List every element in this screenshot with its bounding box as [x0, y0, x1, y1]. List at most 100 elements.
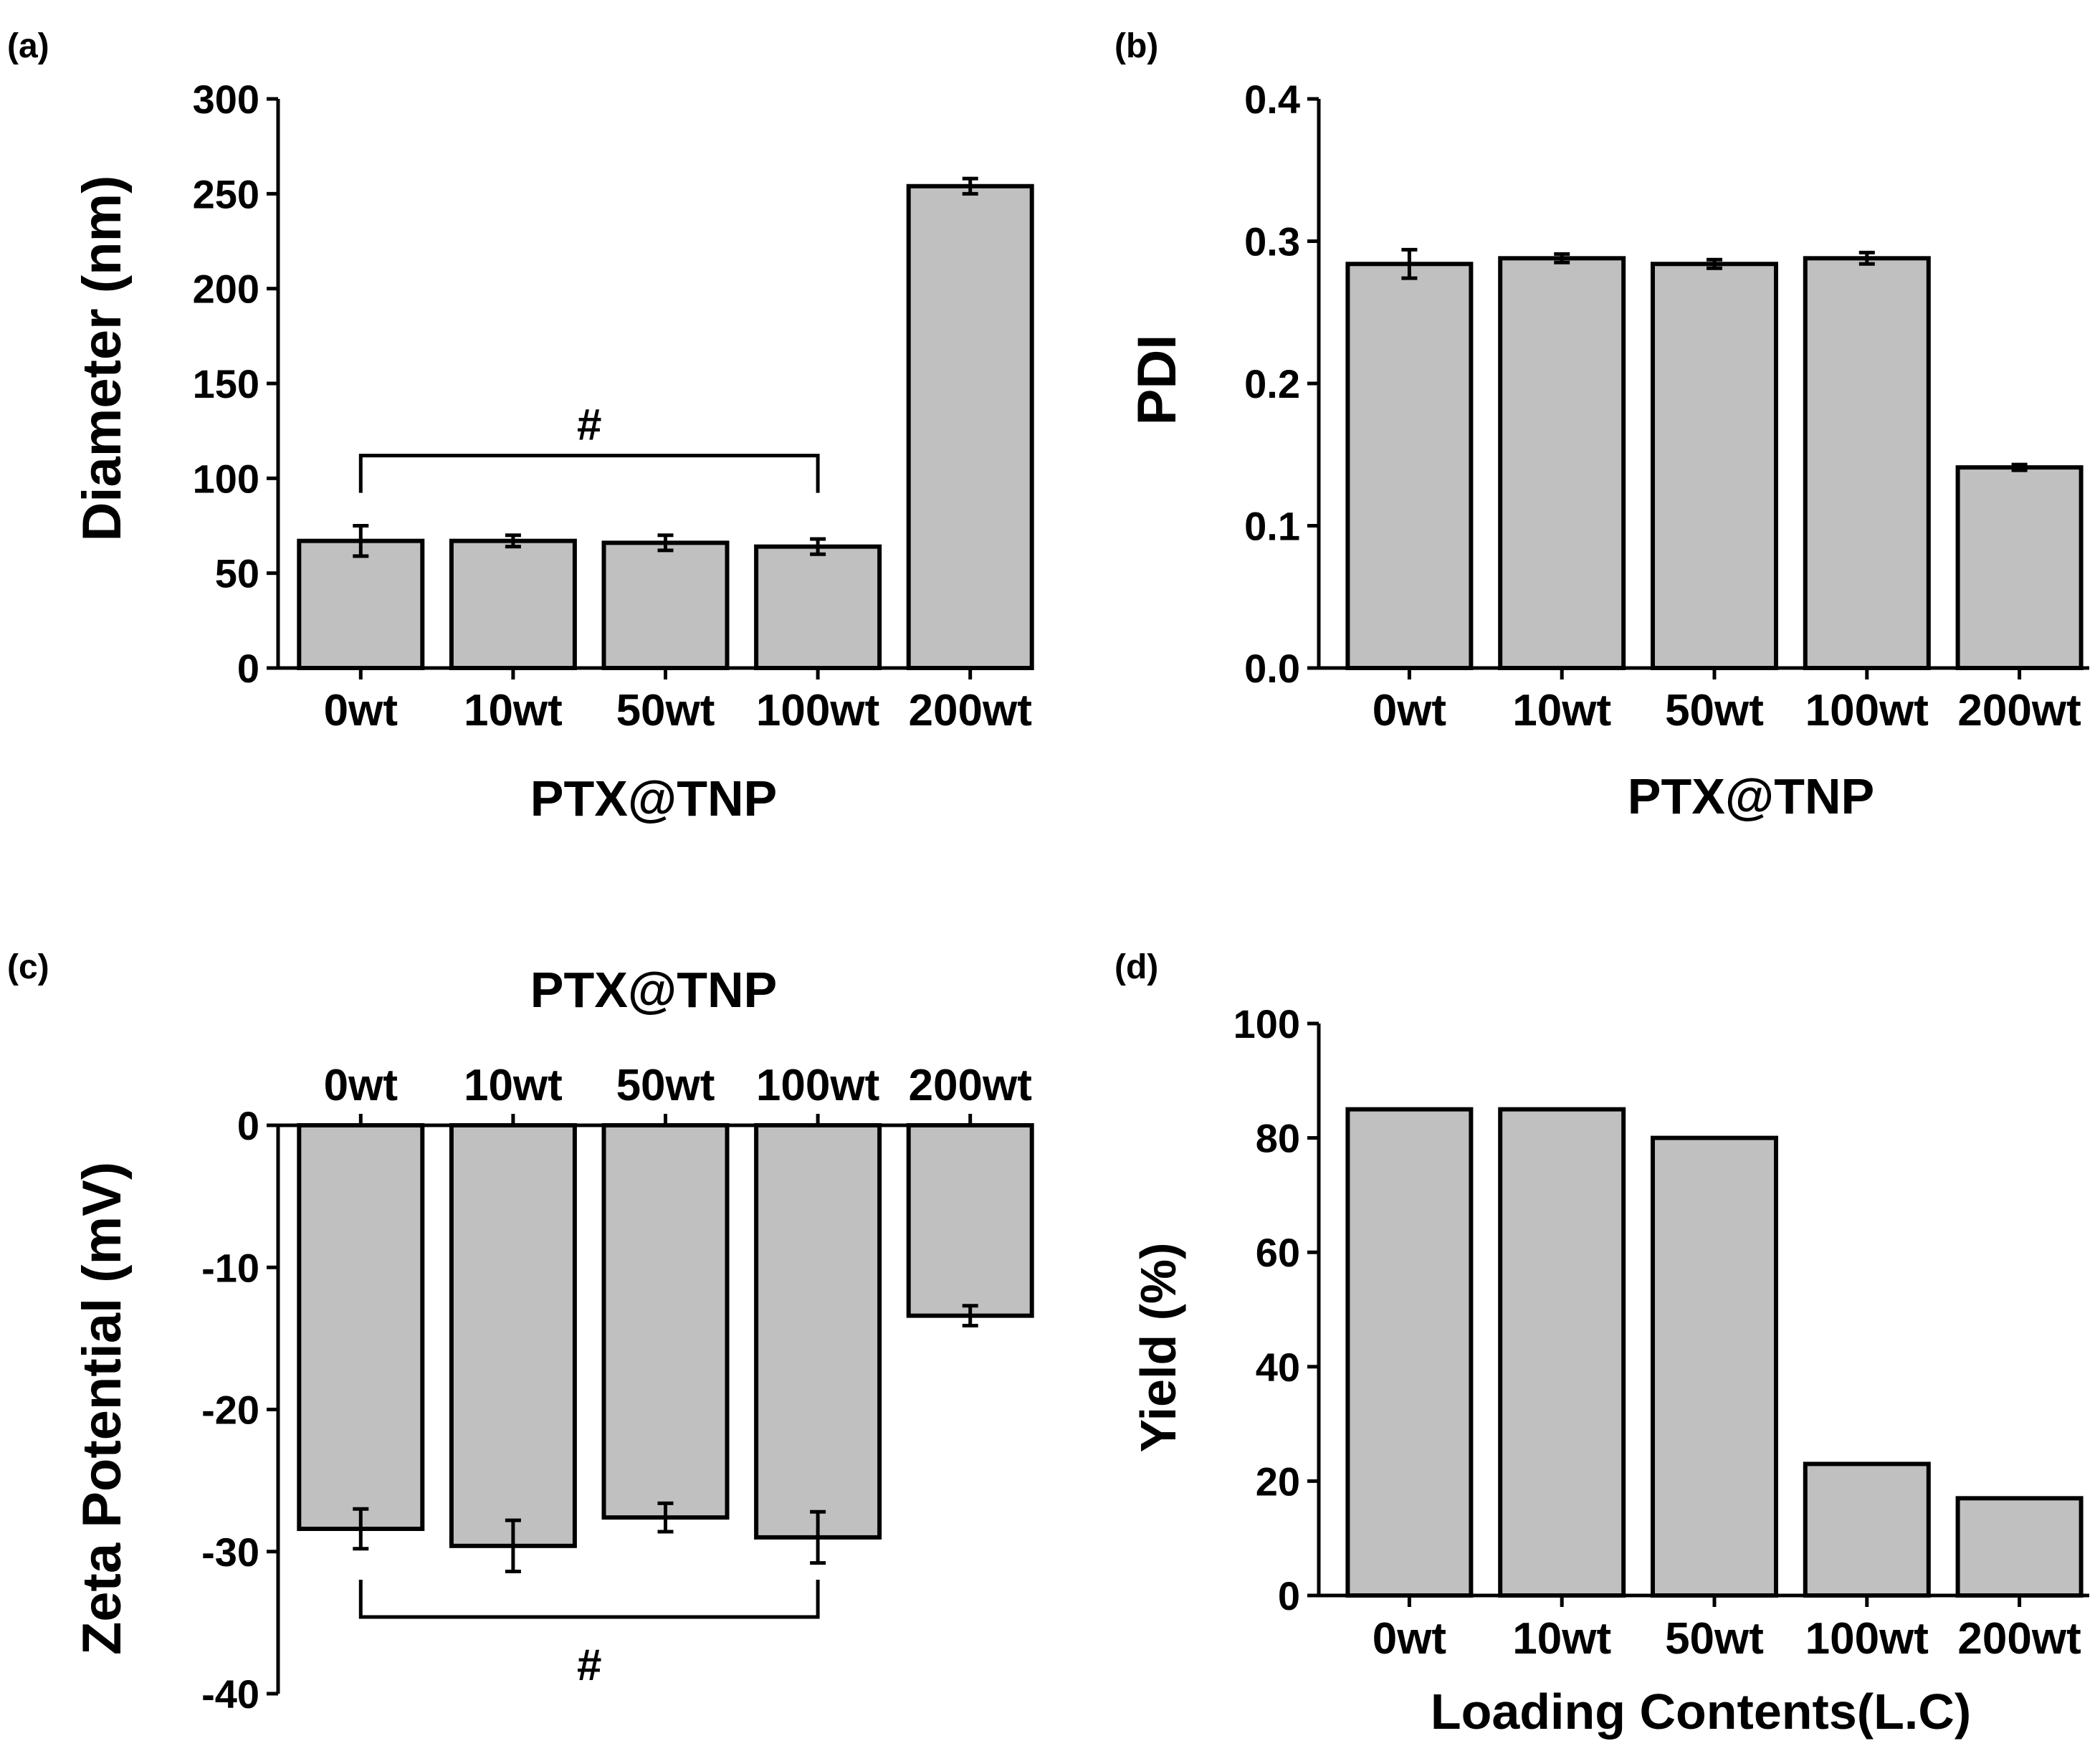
panel-d-category-label-0wt: 0wt [1373, 1614, 1446, 1664]
panel-c-y-axis-title: Zeta Potential (mV) [72, 1162, 133, 1655]
panel-b-error-bar-10wt [1554, 252, 1570, 264]
panel-c-chart-title: PTX@TNP [530, 962, 777, 1018]
panel-b-y-tick-label: 0.3 [1244, 219, 1300, 264]
panel-a-significance-bracket: # [358, 401, 820, 493]
panel-b-category-label-100wt: 100wt [1805, 686, 1929, 735]
panel-d-bar-200wt [1955, 1496, 2084, 1598]
panel-d-x-axis-title: Loading Contents(L.C) [1431, 1684, 1971, 1740]
panel-c-zeta-chart: (c) PTX@TNP Zeta Potential (mV) -40 -30 -2… [7, 948, 1034, 1717]
panel-a-error-bar-200wt [962, 176, 978, 196]
panel-a-category-label-100wt: 100wt [756, 686, 879, 735]
panel-a-error-bar-0wt [353, 524, 369, 558]
panel-c-error-bar-10wt [505, 1518, 521, 1574]
panel-d-y-tick-label: 0 [1278, 1573, 1300, 1618]
panel-a-error-bar-100wt [810, 537, 826, 556]
panel-a-diameter-chart: (a) Diameter (nm) PTX@TNP 0 50 100 150 200 25… [7, 27, 1034, 826]
panel-d-bar-10wt [1498, 1107, 1626, 1598]
panel-b-y-tick-label: 0.2 [1244, 361, 1300, 406]
panel-b-bar-10wt [1498, 256, 1626, 670]
significance-label: # [577, 1641, 601, 1690]
panel-d-category-label-10wt: 10wt [1512, 1614, 1611, 1664]
panel-a-bar-200wt [906, 183, 1034, 671]
bracket-line [358, 454, 820, 493]
panel-d-y-tick-label: 80 [1256, 1116, 1300, 1161]
panel-b-category-label-10wt: 10wt [1512, 686, 1611, 735]
panel-c-error-bar-100wt [810, 1509, 826, 1565]
panel-d-y-tick-label: 60 [1256, 1230, 1300, 1275]
panel-c-label: (c) [7, 948, 49, 986]
panel-c-bar-0wt [297, 1123, 425, 1532]
panel-b-error-bar-200wt [2011, 462, 2028, 472]
panel-b-category-label-50wt: 50wt [1665, 686, 1764, 735]
panel-b-bar-0wt [1345, 262, 1474, 670]
panel-a-error-bar-50wt [657, 533, 674, 553]
panel-d-y-tick-label: 40 [1256, 1345, 1300, 1390]
panel-c-y-tick-label: -30 [201, 1530, 259, 1575]
panel-d-label: (d) [1115, 948, 1158, 986]
panel-c-bar-200wt [906, 1123, 1034, 1318]
panel-a-category-label-200wt: 200wt [909, 686, 1032, 735]
panel-d-yield-chart: (d) Yield (%) Loading Contents(L.C) 0 20 4… [1115, 948, 2089, 1740]
panel-c-y-tick-label: 0 [237, 1103, 259, 1148]
panel-c-category-label-0wt: 0wt [324, 1061, 398, 1110]
panel-d-y-tick-label: 20 [1256, 1459, 1300, 1504]
panel-d-category-label-50wt: 50wt [1665, 1614, 1764, 1664]
panel-a-error-bar-10wt [505, 533, 521, 549]
panel-d-bar-50wt [1651, 1135, 1778, 1598]
panel-d-bar-100wt [1803, 1461, 1931, 1598]
panel-c-category-label-10wt: 10wt [464, 1061, 563, 1110]
panel-c-y-tick-label: -40 [201, 1671, 259, 1717]
significance-label: # [577, 401, 601, 450]
panel-c-bar-100wt [754, 1123, 882, 1540]
panel-a-bar-100wt [754, 544, 882, 671]
panel-b-bar-100wt [1803, 256, 1931, 670]
panel-c-y-tick-label: -10 [201, 1245, 259, 1290]
panel-c-category-label-50wt: 50wt [616, 1061, 715, 1110]
panel-a-bar-10wt [449, 538, 577, 670]
panel-a-y-tick-label: 50 [215, 551, 259, 596]
panel-a-y-tick-label: 100 [193, 456, 259, 501]
panel-a-y-tick-label: 150 [193, 361, 259, 406]
bracket-line [358, 1579, 820, 1619]
panel-a-y-tick-label: 0 [237, 646, 259, 691]
panel-c-bar-10wt [449, 1123, 577, 1548]
panel-c-error-bar-0wt [353, 1507, 369, 1551]
panel-c-bar-50wt [601, 1123, 730, 1520]
panel-d-category-label-200wt: 200wt [1957, 1614, 2081, 1664]
panel-b-category-label-200wt: 200wt [1957, 686, 2081, 735]
panel-c-category-label-200wt: 200wt [909, 1061, 1032, 1110]
panel-b-x-axis-title: PTX@TNP [1628, 768, 1874, 824]
panel-b-y-tick-label: 0.1 [1244, 504, 1300, 549]
panel-b-pdi-chart: (b) PDI PTX@TNP 0.0 0.1 0.2 0.3 0.4 0wt 10wt 50… [1115, 27, 2089, 824]
panel-a-x-axis-title: PTX@TNP [530, 771, 777, 826]
panel-b-category-label-0wt: 0wt [1373, 686, 1446, 735]
panel-c-error-bar-50wt [657, 1501, 674, 1534]
panel-a-y-tick-label: 300 [193, 77, 259, 122]
panel-a-y-tick-label: 200 [193, 267, 259, 312]
panel-a-bar-50wt [601, 540, 730, 670]
panel-d-category-label-100wt: 100wt [1805, 1614, 1929, 1664]
panel-c-category-label-100wt: 100wt [756, 1061, 879, 1110]
panel-b-y-axis-title: PDI [1127, 335, 1188, 426]
panel-a-label: (a) [7, 27, 49, 65]
panel-c-y-tick-label: -20 [201, 1388, 259, 1433]
panel-a-category-label-0wt: 0wt [324, 686, 398, 735]
panel-a-y-tick-label: 250 [193, 171, 259, 216]
panel-b-y-tick-label: 0.4 [1244, 77, 1300, 122]
panel-d-bar-0wt [1345, 1107, 1474, 1598]
panel-d-y-axis-title: Yield (%) [1130, 1243, 1186, 1453]
panel-b-error-bar-50wt [1707, 257, 1722, 270]
panel-b-error-bar-0wt [1401, 247, 1418, 280]
panel-a-category-label-50wt: 50wt [616, 686, 715, 735]
panel-b-y-tick-label: 0.0 [1244, 646, 1300, 691]
panel-b-label: (b) [1115, 27, 1158, 65]
panel-b-bar-50wt [1651, 262, 1778, 670]
panel-d-y-tick-label: 100 [1233, 1001, 1300, 1046]
panel-a-category-label-10wt: 10wt [464, 686, 563, 735]
panel-b-bar-200wt [1955, 465, 2084, 670]
panel-a-y-axis-title: Diameter (nm) [72, 176, 133, 542]
panel-b-error-bar-100wt [1858, 250, 1875, 266]
panel-c-significance-bracket: # [358, 1579, 820, 1690]
panel-a-bar-0wt [297, 538, 425, 670]
